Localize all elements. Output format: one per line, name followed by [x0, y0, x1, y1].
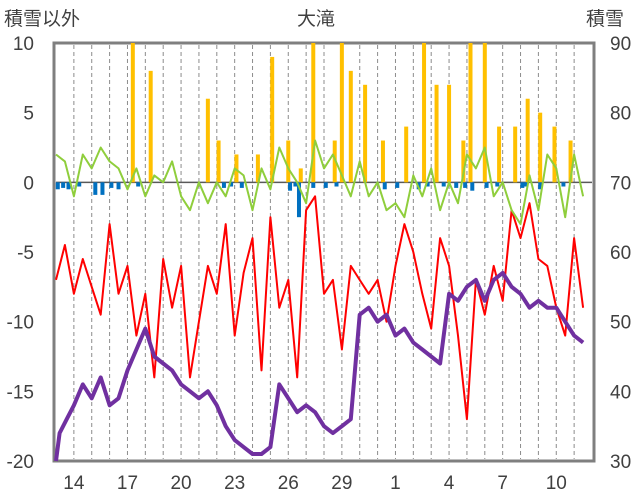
- bar: [441, 182, 446, 187]
- bar: [348, 70, 353, 183]
- bar: [298, 168, 303, 183]
- y-tick-left: 0: [23, 173, 34, 194]
- bar: [470, 182, 475, 191]
- bar: [523, 182, 528, 187]
- bar: [296, 182, 301, 218]
- bar: [77, 182, 82, 187]
- bar: [93, 182, 98, 195]
- bar: [109, 182, 114, 188]
- y-tick-right: 80: [610, 104, 631, 125]
- x-tick-labels: 14 17 20 23 26 29 1 4 7 10: [63, 473, 567, 494]
- x-tick: 17: [117, 473, 138, 494]
- chart-title: 大滝: [297, 8, 336, 30]
- y-tick-left: 5: [23, 104, 34, 125]
- y-ticks-right: 90 80 70 60 50 40 30: [610, 34, 631, 473]
- x-tick: 1: [390, 473, 401, 494]
- bar: [205, 98, 210, 183]
- bar: [482, 43, 487, 183]
- bar: [116, 182, 121, 190]
- bar: [422, 43, 427, 183]
- bar: [136, 182, 141, 187]
- bar: [332, 140, 337, 183]
- series-line-2: [54, 270, 585, 462]
- bar: [288, 182, 293, 191]
- bar: [461, 140, 466, 183]
- bar: [311, 43, 316, 183]
- bar: [55, 182, 60, 190]
- bar: [484, 182, 489, 188]
- left-axis-title: 積雪以外: [4, 8, 81, 30]
- x-tick: 7: [497, 473, 508, 494]
- bar: [434, 84, 439, 183]
- bar: [339, 43, 344, 183]
- bar: [538, 112, 543, 183]
- bar: [513, 126, 518, 183]
- x-tick: 26: [278, 473, 299, 494]
- y-tick-right: 70: [610, 173, 631, 194]
- right-axis-title: 積雪: [586, 8, 625, 30]
- y-tick-right: 30: [610, 452, 631, 473]
- bar: [255, 154, 260, 183]
- x-tick: 14: [63, 473, 85, 494]
- bar: [270, 56, 275, 183]
- bar: [568, 140, 573, 183]
- bar: [66, 182, 71, 190]
- x-tick: 20: [170, 473, 191, 494]
- series-lines: [54, 139, 585, 462]
- bar: [425, 182, 430, 187]
- bar: [525, 98, 530, 183]
- bar: [468, 43, 473, 183]
- y-tick-left: 10: [13, 34, 34, 55]
- bar: [286, 140, 291, 183]
- bar: [380, 140, 385, 183]
- y-tick-right: 90: [610, 34, 631, 55]
- series-line-1: [55, 139, 585, 226]
- bar: [552, 126, 557, 183]
- x-tick: 23: [224, 473, 245, 494]
- bar: [538, 182, 543, 190]
- y-tick-left: -10: [7, 313, 34, 334]
- series-line-0: [55, 195, 585, 421]
- bar: [334, 182, 339, 187]
- precip-bars: [55, 43, 573, 218]
- bar: [404, 126, 409, 183]
- x-tick: 10: [546, 473, 567, 494]
- bar: [382, 182, 387, 190]
- y-tick-left: -15: [7, 382, 34, 403]
- x-tick: 4: [444, 473, 455, 494]
- x-tick: 29: [331, 473, 352, 494]
- y-tick-left: -20: [7, 452, 34, 473]
- y-tick-right: 60: [610, 243, 631, 264]
- bar: [454, 182, 459, 188]
- y-ticks-left: 10 5 0 -5 -10 -15 -20: [7, 34, 34, 473]
- bar: [495, 182, 500, 187]
- bar: [148, 70, 153, 183]
- bar: [239, 182, 244, 188]
- y-tick-left: -5: [17, 243, 34, 264]
- bar: [61, 182, 66, 188]
- bar: [497, 126, 502, 183]
- bar: [447, 84, 452, 183]
- bar: [311, 182, 316, 188]
- bar: [234, 154, 239, 183]
- bar: [221, 182, 226, 188]
- bar: [561, 182, 566, 187]
- bar: [130, 43, 135, 183]
- bar: [100, 182, 105, 195]
- bar: [229, 182, 234, 187]
- y-tick-right: 40: [610, 382, 631, 403]
- y-tick-right: 50: [610, 313, 631, 334]
- bar: [323, 182, 328, 188]
- bar: [293, 182, 298, 187]
- bar: [520, 182, 525, 188]
- bar: [363, 84, 368, 183]
- bar: [395, 182, 400, 188]
- bar: [463, 182, 468, 188]
- bar: [216, 140, 221, 183]
